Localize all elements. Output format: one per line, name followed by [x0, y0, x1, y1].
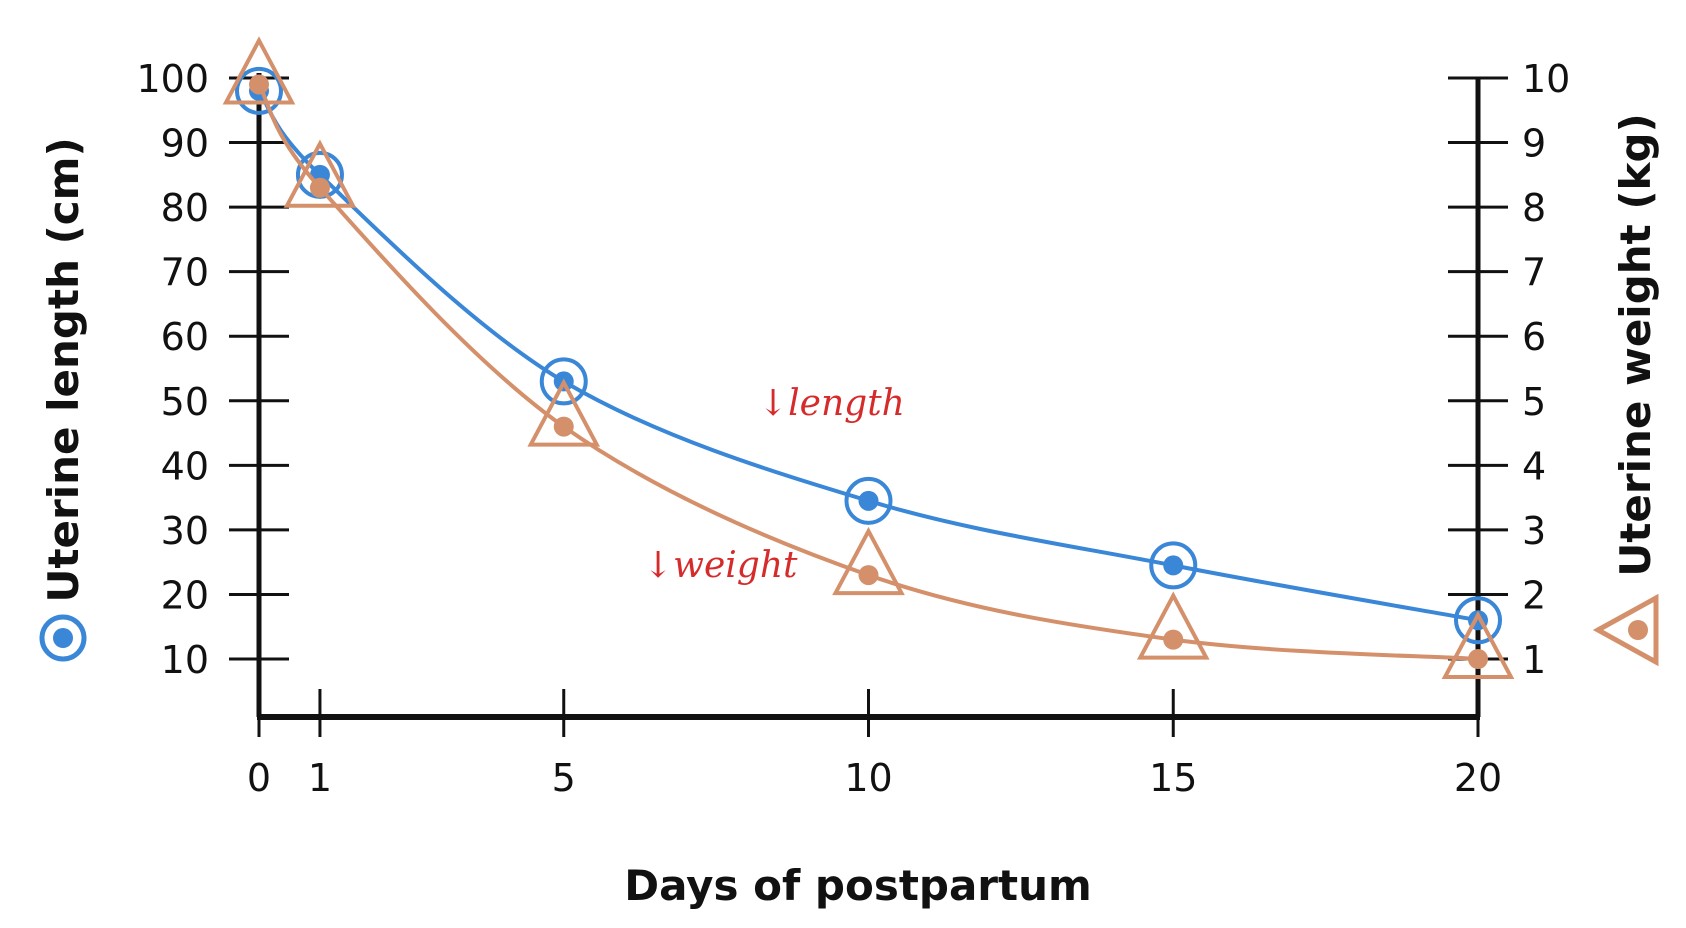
right-tick-label: 7 — [1522, 251, 1546, 295]
weight-data-point — [858, 565, 879, 586]
annotation-weight: ↓weight — [643, 545, 798, 586]
left-axis-title: Uterine length (cm) — [39, 137, 88, 602]
weight-marker-triangle — [283, 139, 357, 208]
weight-data-point — [1163, 629, 1184, 650]
x-tick-label: 15 — [1149, 756, 1197, 800]
length-marker-ring — [235, 66, 283, 115]
right-tick-label: 6 — [1522, 315, 1546, 359]
series-layer — [222, 36, 1515, 679]
left-tick-label: 80 — [161, 186, 209, 230]
weight-marker-triangle — [832, 526, 905, 596]
x-tick-label: 0 — [247, 756, 271, 800]
right-tick-label: 8 — [1522, 186, 1546, 230]
left-tick-label: 100 — [136, 57, 209, 101]
length-data-point — [858, 490, 879, 511]
left-tick-label: 20 — [161, 573, 209, 617]
weight-data-point — [309, 177, 330, 198]
left-tick-label: 90 — [161, 122, 209, 166]
length-marker-ring — [1149, 541, 1198, 590]
weight-marker-triangle — [1136, 591, 1210, 660]
left-tick-label: 70 — [161, 251, 209, 295]
x-tick-label: 5 — [552, 756, 576, 800]
right-tick-label: 4 — [1522, 444, 1546, 488]
right-tick-label: 10 — [1522, 57, 1570, 101]
left-tick-label: 50 — [161, 380, 209, 424]
weight-marker-triangle — [1441, 610, 1515, 679]
weight-data-point — [249, 74, 269, 95]
x-tick-label: 1 — [308, 756, 332, 800]
annotation-length: ↓length — [758, 383, 905, 424]
right-tick-label: 3 — [1522, 509, 1546, 553]
weight-marker-triangle — [222, 36, 296, 105]
x-tick-label: 20 — [1454, 756, 1502, 800]
length-series-line — [257, 89, 1479, 623]
length-marker-ring — [539, 357, 588, 406]
left-tick-label: 30 — [161, 509, 209, 553]
weight-series-line — [257, 83, 1479, 661]
right-tick-label: 5 — [1522, 380, 1546, 424]
right-tick-label: 2 — [1522, 573, 1546, 617]
right-tick-label: 9 — [1522, 122, 1546, 166]
x-tick-label: 10 — [844, 756, 892, 800]
length-marker-ring — [1454, 596, 1502, 645]
left-tick-label: 60 — [161, 315, 209, 359]
legend-length-icon — [39, 614, 87, 662]
left-tick-label: 40 — [161, 444, 209, 488]
right-tick-label: 1 — [1522, 638, 1546, 682]
x-axis-title: Days of postpartum — [624, 861, 1092, 910]
length-data-point — [1163, 555, 1184, 576]
weight-data-point — [1468, 649, 1488, 669]
left-tick-label: 10 — [161, 638, 209, 682]
right-axis-title: Uterine weight (kg) — [1611, 113, 1660, 577]
legend-weight-icon — [1592, 593, 1659, 667]
weight-data-point — [553, 416, 574, 437]
weight-marker-triangle — [527, 378, 601, 447]
length-marker-ring — [844, 476, 893, 525]
